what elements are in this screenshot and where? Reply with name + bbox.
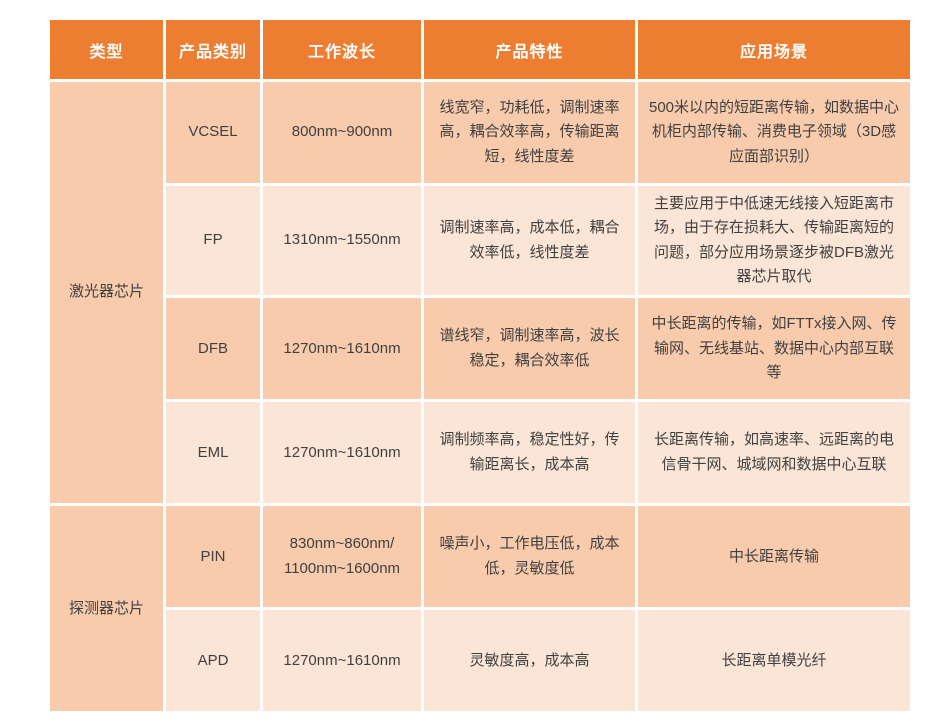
features-cell: 线宽窄，功耗低，调制速率高，耦合效率高，传输距离短，线性度差 (421, 79, 638, 186)
applications-cell: 中长距离传输 (635, 503, 913, 611)
table-row-dfb: DFB 1270nm~1610nm 谱线窄，调制速率高，波长稳定，耦合效率低 中… (49, 295, 913, 403)
header-cell-applications: 应用场景 (635, 17, 913, 82)
features-cell: 噪声小，工作电压低，成本低，灵敏度低 (421, 503, 638, 611)
table-row-eml: EML 1270nm~1610nm 调制频率高，稳定性好，传输距离长，成本高 长… (49, 399, 913, 507)
features-cell: 调制频率高，稳定性好，传输距离长，成本高 (421, 399, 638, 507)
type-cell-laser-chip: 激光器芯片 (47, 78, 166, 507)
wavelength-cell: 1310nm~1550nm (260, 182, 424, 299)
table-row-fp: FP 1310nm~1550nm 调制速率高，成本低，耦合效率低，线性度差 主要… (49, 182, 913, 299)
optical-chip-table: 类型 产品类别 工作波长 产品特性 应用场景 激光器芯片 VCSEL 800nm… (47, 17, 913, 715)
category-cell: EML (163, 399, 263, 507)
applications-cell: 长距离传输，如高速率、远距离的电信骨干网、城域网和数据中心互联 (635, 399, 913, 507)
category-cell: APD (163, 607, 263, 715)
table-row-apd: APD 1270nm~1610nm 灵敏度高，成本高 长距离单模光纤 (49, 607, 913, 715)
applications-cell: 长距离单模光纤 (635, 607, 913, 715)
applications-cell: 中长距离的传输，如FTTx接入网、传输网、无线基站、数据中心内部互联等 (635, 295, 913, 403)
wavelength-cell: 1270nm~1610nm (260, 295, 424, 403)
features-cell: 谱线窄，调制速率高，波长稳定，耦合效率低 (421, 295, 638, 403)
header-cell-wavelength: 工作波长 (260, 17, 424, 82)
wavelength-cell: 830nm~860nm/ 1100nm~1600nm (260, 503, 424, 611)
header-cell-type: 类型 (47, 17, 166, 82)
category-cell: DFB (163, 295, 263, 403)
features-cell: 调制速率高，成本低，耦合效率低，线性度差 (421, 182, 638, 299)
category-cell: PIN (163, 503, 263, 611)
applications-cell: 主要应用于中低速无线接入短距离市场，由于存在损耗大、传输距离短的问题，部分应用场… (635, 182, 913, 299)
features-cell: 灵敏度高，成本高 (421, 607, 638, 715)
category-cell: VCSEL (163, 79, 263, 186)
applications-cell: 500米以内的短距离传输，如数据中心机柜内部传输、消费电子领域（3D感应面部识别… (635, 79, 913, 186)
header-cell-features: 产品特性 (421, 17, 638, 82)
wavelength-cell: 800nm~900nm (260, 79, 424, 186)
type-cell-detector-chip: 探测器芯片 (47, 503, 166, 715)
table-row-pin: 探测器芯片 PIN 830nm~860nm/ 1100nm~1600nm 噪声小… (47, 503, 913, 715)
header-cell-category: 产品类别 (163, 17, 263, 82)
table-row-vcsel: 激光器芯片 VCSEL 800nm~900nm 线宽窄，功耗低，调制速率高，耦合… (47, 78, 913, 507)
category-cell: FP (163, 182, 263, 299)
wavelength-cell: 1270nm~1610nm (260, 607, 424, 715)
wavelength-cell: 1270nm~1610nm (260, 399, 424, 507)
table-header-row: 类型 产品类别 工作波长 产品特性 应用场景 (47, 17, 913, 82)
